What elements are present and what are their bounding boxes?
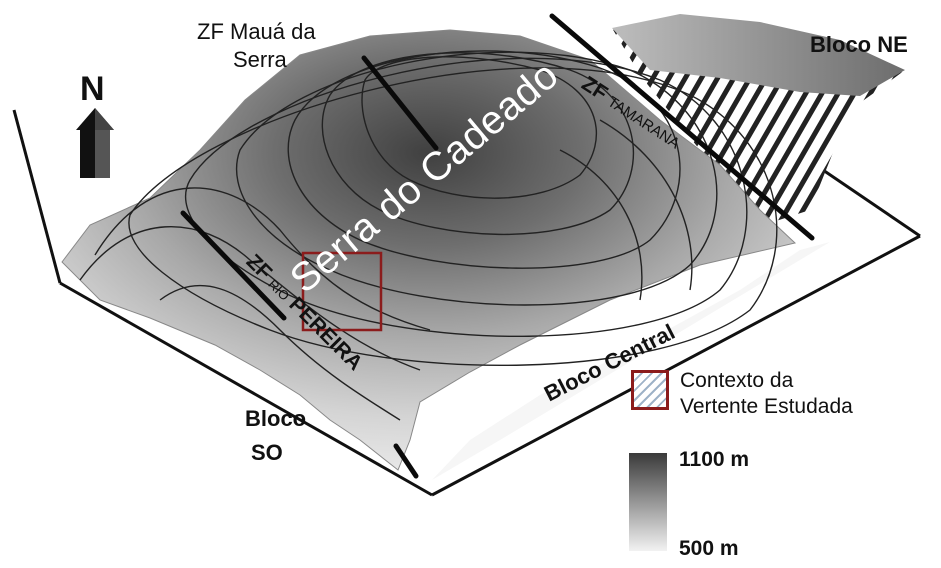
contour-lines xyxy=(79,50,778,421)
north-label: N xyxy=(80,70,105,108)
zf-maua-line2: Serra xyxy=(233,47,287,72)
bloco-ne-label: Bloco NE xyxy=(810,32,908,57)
legend-line2: Vertente Estudada xyxy=(680,395,853,418)
block-frame xyxy=(12,109,921,497)
study-area-legend-swatch xyxy=(631,370,669,410)
zf-rio-pereira-fault-line xyxy=(180,210,287,321)
elevation-max-label: 1100 m xyxy=(679,448,750,471)
bloco-so-line2: SO xyxy=(251,440,283,465)
zf-maua-fault-line xyxy=(361,55,439,151)
bloco-ne-plateau xyxy=(612,14,905,96)
elevation-color-ramp xyxy=(629,453,667,551)
zf-tamarana-fault-line xyxy=(549,13,815,241)
bloco-central-lowland xyxy=(432,242,830,480)
legend-line1: Contexto da xyxy=(680,369,794,392)
bloco-so-line1: Bloco xyxy=(245,406,307,431)
study-area-box xyxy=(301,251,383,332)
north-arrow-icon xyxy=(76,108,114,178)
zf-maua-label: ZF Mauá da Serra xyxy=(197,18,316,74)
study-area-legend-text: Contexto da Vertente Estudada xyxy=(680,368,853,420)
bloco-so-label: Bloco SO xyxy=(245,402,306,470)
elevation-min-label: 500 m xyxy=(679,537,739,560)
zf-maua-line1: ZF Mauá da xyxy=(197,19,316,44)
fault-lines xyxy=(180,13,815,479)
relief-surface xyxy=(61,29,797,471)
zf-rio-pereira-fault-line-south xyxy=(393,443,419,479)
